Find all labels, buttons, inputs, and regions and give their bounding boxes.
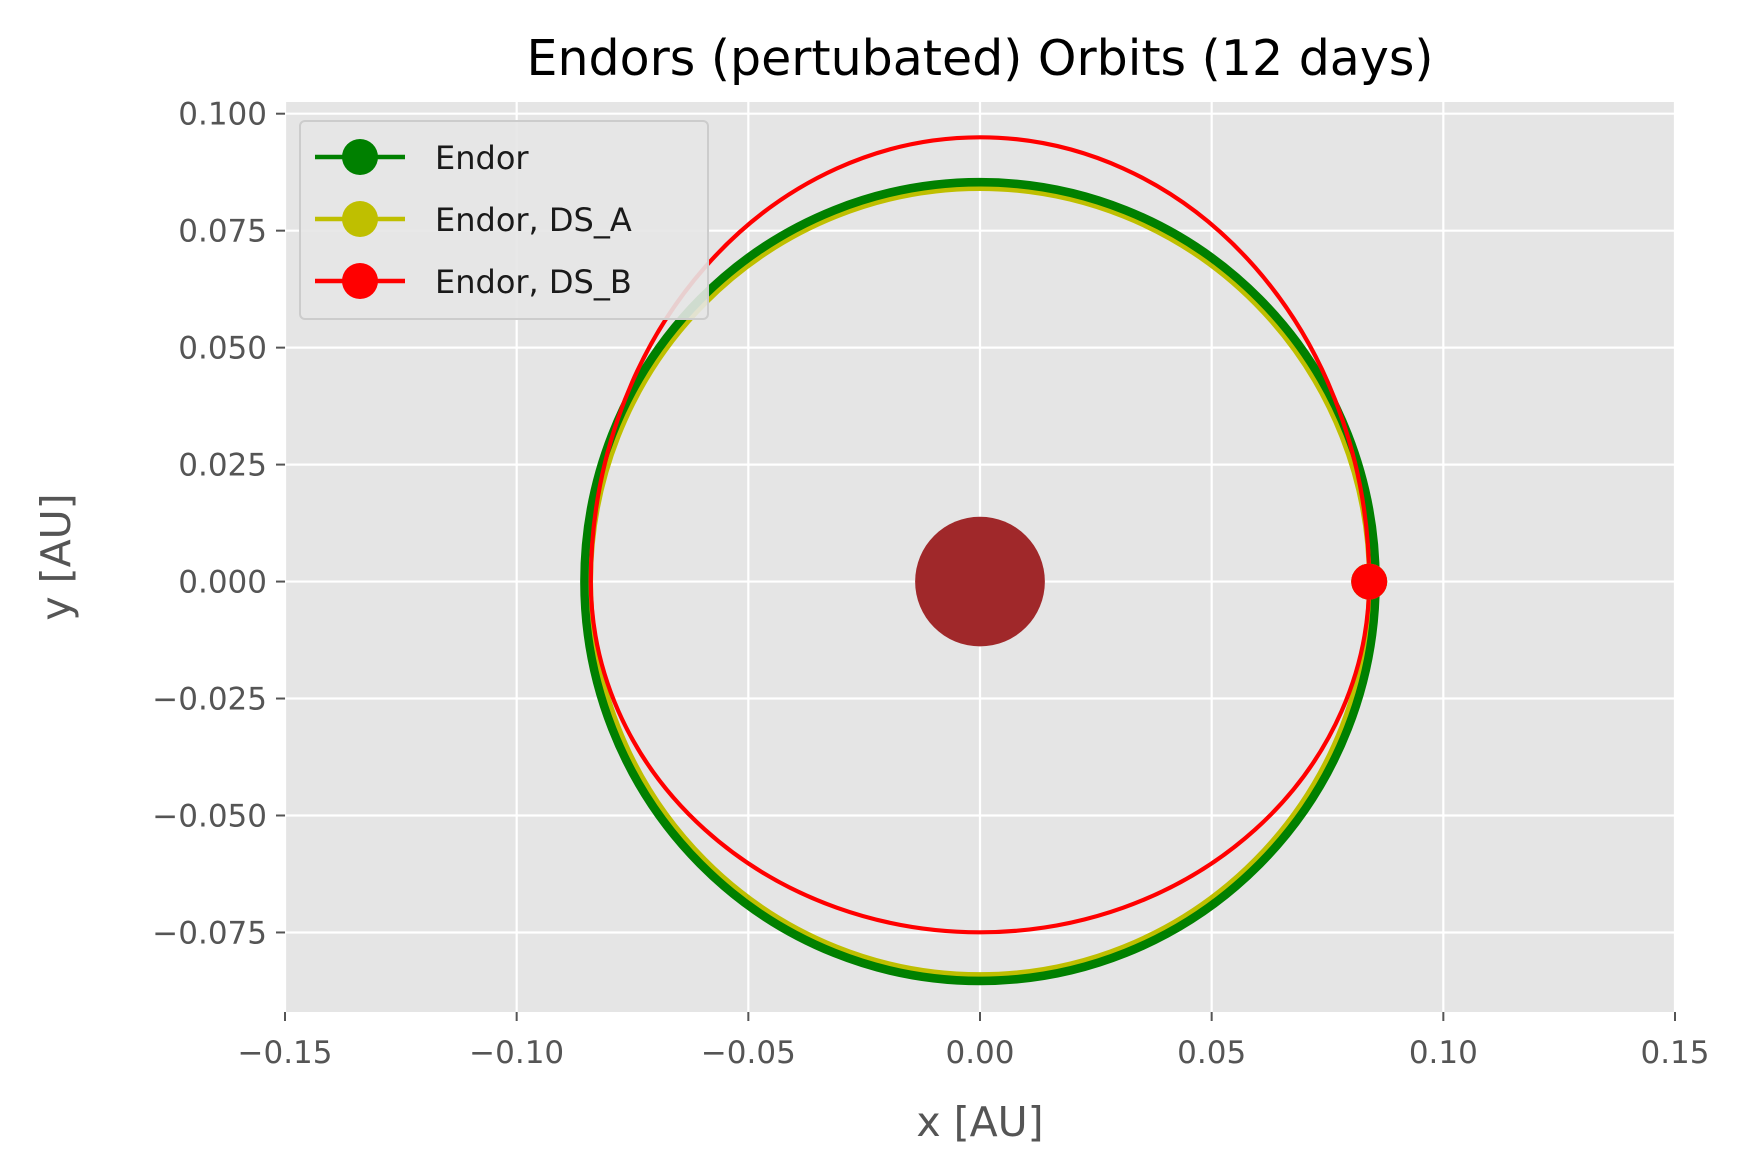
x-axis-label: x [AU]	[916, 1098, 1043, 1146]
x-tick-label: 0.05	[1177, 1035, 1246, 1071]
legend-label: Endor, DS_A	[435, 201, 632, 239]
legend-marker	[342, 139, 378, 175]
y-tick-label: 0.075	[178, 214, 267, 250]
y-tick-label: −0.050	[152, 798, 267, 834]
series-layer	[586, 134, 1388, 979]
y-tick-label: 0.050	[178, 331, 267, 367]
x-tick-label: −0.15	[238, 1035, 333, 1071]
x-tick-label: 0.00	[945, 1035, 1014, 1071]
x-tick-label: 0.10	[1409, 1035, 1478, 1071]
legend-label: Endor, DS_B	[435, 263, 632, 301]
legend-box	[299, 120, 709, 320]
axes: −0.15 −0.10 −0.05 0.00 0.05 0.10 0.15 0.100 0.07…	[152, 97, 1709, 1071]
y-tick-label: −0.025	[152, 682, 267, 718]
y-tick-label: 0.100	[178, 97, 267, 133]
y-axis-label: y [AU]	[32, 493, 80, 620]
legend-label: Endor	[435, 139, 529, 177]
legend-marker	[342, 201, 378, 237]
orbit-line	[588, 134, 1372, 935]
legend: Endor Endor, DS_A Endor, DS_B	[299, 120, 709, 320]
y-tick-label: −0.075	[152, 915, 267, 951]
y-tick-label: 0.000	[178, 565, 267, 601]
chart-title: Endors (pertubated) Orbits (12 days)	[527, 30, 1434, 87]
x-tick-label: −0.10	[469, 1035, 564, 1071]
y-tick-label: 0.025	[178, 448, 267, 484]
x-tick-label: −0.05	[701, 1035, 796, 1071]
position-marker	[1351, 563, 1388, 600]
central-body	[915, 516, 1045, 647]
x-tick-label: 0.15	[1640, 1035, 1709, 1071]
legend-marker	[342, 263, 378, 299]
